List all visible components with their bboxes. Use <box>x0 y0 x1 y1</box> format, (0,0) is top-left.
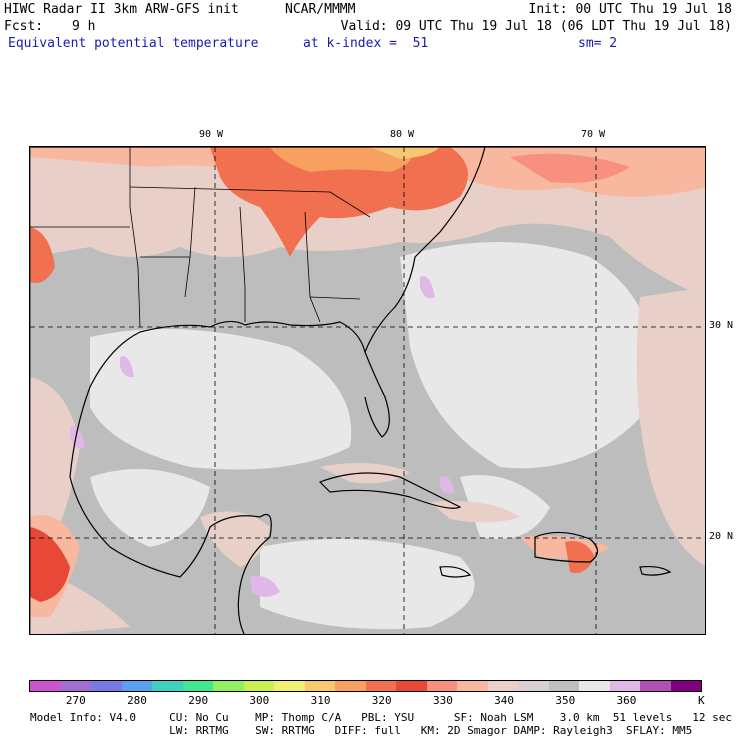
institution-label: NCAR/MMMM <box>285 2 356 17</box>
colorbar-swatch <box>335 681 366 691</box>
smoothing-label: sm= 2 <box>578 36 618 51</box>
colorbar-label: 330 <box>432 694 453 707</box>
colorbar-swatch <box>548 681 579 691</box>
colorbar <box>29 680 702 692</box>
lat-label-20n: 20 N <box>709 531 734 542</box>
colorbar-label: 280 <box>127 694 147 707</box>
colorbar-swatch <box>243 681 274 691</box>
colorbar-label: 360 <box>616 694 637 707</box>
colorbar-swatch <box>60 681 91 691</box>
colorbar-label: 320 <box>371 694 392 707</box>
colorbar-swatch <box>426 681 457 691</box>
colorbar-label: 310 <box>310 694 331 707</box>
colorbar-swatch <box>518 681 549 691</box>
map-panel <box>29 146 706 635</box>
init-time: Init: 00 UTC Thu 19 Jul 18 <box>528 2 733 17</box>
colorbar-swatch <box>91 681 122 691</box>
colorbar-swatch <box>30 681 61 691</box>
colorbar-swatch <box>304 681 335 691</box>
colorbar-label: 270 <box>65 694 86 707</box>
colorbar-swatch <box>274 681 305 691</box>
colorbar-swatch <box>609 681 640 691</box>
colorbar-swatch <box>365 681 396 691</box>
field-name: Equivalent potential temperature <box>8 36 259 51</box>
colorbar-swatch <box>213 681 244 691</box>
model-info-line2: LW: RRTMG SW: RRTMG DIFF: full KM: 2D Sm… <box>30 724 693 737</box>
valid-time: Valid: 09 UTC Thu 19 Jul 18 (06 LDT Thu … <box>340 19 732 34</box>
colorbar-swatch <box>640 681 671 691</box>
colorbar-label: 300 <box>249 694 270 707</box>
colorbar-label: 290 <box>188 694 209 707</box>
lon-label-90w: 90 W <box>199 129 224 140</box>
colorbar-swatch <box>487 681 518 691</box>
forecast-label: Fcst: <box>4 19 44 34</box>
lat-label-30n: 30 N <box>709 320 734 331</box>
colorbar-swatch <box>182 681 213 691</box>
colorbar-swatch <box>396 681 427 691</box>
colorbar-label: 340 <box>494 694 515 707</box>
colorbar-swatch <box>579 681 610 691</box>
colorbar-swatch <box>670 681 701 691</box>
colorbar-swatch <box>121 681 152 691</box>
colorbar-swatch <box>152 681 183 691</box>
theta-e-field <box>30 147 705 634</box>
plot-title: HIWC Radar II 3km ARW-GFS init <box>4 2 239 17</box>
level-index: at k-index = 51 <box>303 36 429 51</box>
model-info-line1: Model Info: V4.0 CU: No Cu MP: Thomp C/A… <box>30 711 732 724</box>
colorbar-unit: K <box>698 694 705 707</box>
lon-label-80w: 80 W <box>390 129 415 140</box>
colorbar-label: 350 <box>555 694 576 707</box>
lon-label-70w: 70 W <box>581 129 606 140</box>
colorbar-swatch <box>457 681 488 691</box>
forecast-hours: 9 h <box>72 19 96 34</box>
